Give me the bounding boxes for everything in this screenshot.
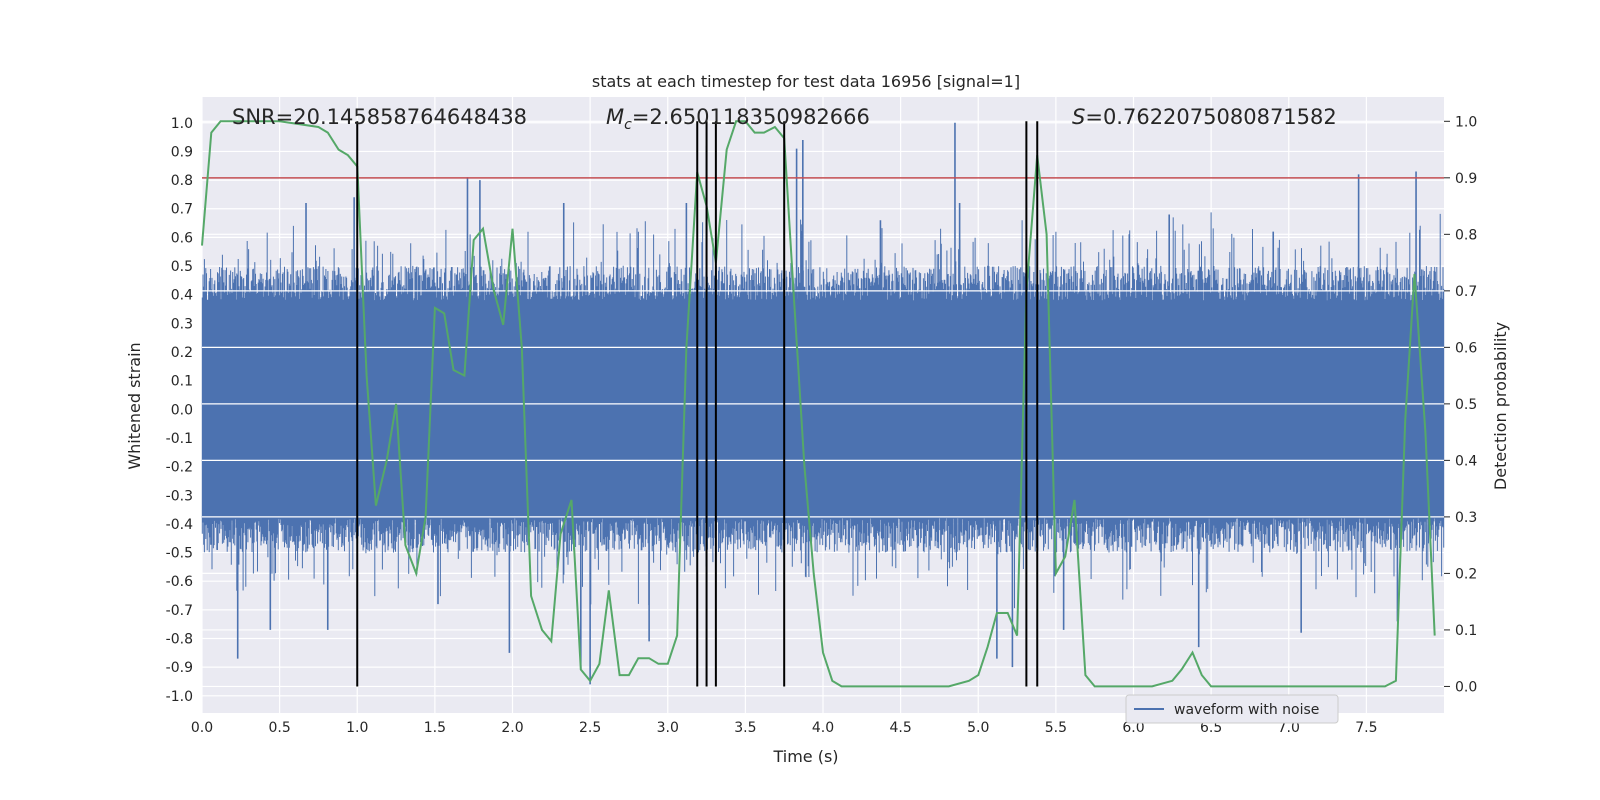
left-y-tick-label: -1.0 xyxy=(166,689,193,705)
left-y-tick-label: 0.6 xyxy=(171,230,193,246)
probability-series xyxy=(201,120,1436,688)
x-tick-label: 2.5 xyxy=(579,720,601,736)
mc-value: =2.650118350982666 xyxy=(632,105,870,129)
x-tick-label: 3.0 xyxy=(657,720,679,736)
x-tick-label: 7.5 xyxy=(1355,720,1377,736)
legend: waveform with noise xyxy=(1125,694,1339,724)
x-tick-label: 2.0 xyxy=(501,720,523,736)
event-lines xyxy=(356,121,1039,687)
right-y-tick-label: 0.5 xyxy=(1455,397,1477,413)
right-y-tick-label: 0.6 xyxy=(1455,340,1477,356)
snr-annotation: SNR=20.145858764648438 xyxy=(232,105,527,129)
left-y-tick-label: 0.5 xyxy=(171,259,193,275)
x-tick-label: 4.0 xyxy=(812,720,834,736)
left-y-tick-label: -0.1 xyxy=(166,431,193,447)
x-tick-label: 0.5 xyxy=(268,720,290,736)
left-y-tick-label: 0.3 xyxy=(171,316,193,332)
left-y-tick-label: -0.7 xyxy=(166,603,193,619)
mc-subscript: c xyxy=(624,117,632,133)
left-y-tick-label: -0.8 xyxy=(166,632,193,648)
left-y-axis-ticks: 1.0 0.9 0.8 0.7 0.6 0.5 0.4 0.3 0.2 0.1 0.0 -0.1 -0.… xyxy=(166,116,193,705)
x-tick-label: 5.5 xyxy=(1045,720,1067,736)
x-tick-label: 1.0 xyxy=(346,720,368,736)
x-axis-label: Time (s) xyxy=(772,747,838,766)
x-tick-label: 0.0 xyxy=(191,720,213,736)
right-y-axis-ticks: 1.0 0.9 0.8 0.7 0.6 0.5 0.4 0.3 0.2 0.1 0.0 xyxy=(1444,114,1477,695)
right-y-tick-label: 0.0 xyxy=(1455,679,1477,695)
left-y-tick-label: -0.6 xyxy=(166,574,193,590)
left-y-tick-label: 0.7 xyxy=(171,202,193,218)
left-y-tick-label: 0.8 xyxy=(171,173,193,189)
left-y-tick-label: 0.4 xyxy=(171,288,193,304)
x-tick-label: 1.5 xyxy=(424,720,446,736)
left-y-tick-label: 0.9 xyxy=(171,144,193,160)
left-y-tick-label: -0.4 xyxy=(166,517,193,533)
x-tick-label: 6.0 xyxy=(1122,720,1144,736)
left-y-tick-label: 0.2 xyxy=(171,345,193,361)
right-y-tick-label: 0.7 xyxy=(1455,284,1477,300)
left-y-tick-label: -0.2 xyxy=(166,460,193,476)
s-symbol: S xyxy=(1072,105,1085,129)
x-tick-label: 5.0 xyxy=(967,720,989,736)
left-y-tick-label: 0.0 xyxy=(171,402,193,418)
left-y-tick-label: 1.0 xyxy=(171,116,193,132)
legend-waveform-label: waveform with noise xyxy=(1174,702,1319,718)
s-value: =0.7622075080871582 xyxy=(1085,105,1336,129)
right-y-tick-label: 0.9 xyxy=(1455,171,1477,187)
left-y-tick-label: -0.5 xyxy=(166,546,193,562)
right-y-tick-label: 0.4 xyxy=(1455,453,1477,469)
left-y-axis-label: Whitened strain xyxy=(125,342,144,469)
right-y-tick-label: 0.8 xyxy=(1455,227,1477,243)
left-y-tick-label: -0.3 xyxy=(166,488,193,504)
left-y-tick-label: -0.9 xyxy=(166,660,193,676)
chart-title: stats at each timestep for test data 169… xyxy=(592,72,1020,91)
mc-symbol: M xyxy=(606,105,624,129)
chirp-mass-annotation: Mc=2.650118350982666 xyxy=(606,105,870,133)
right-y-tick-label: 0.2 xyxy=(1455,566,1477,582)
x-tick-label: 3.5 xyxy=(734,720,756,736)
right-y-tick-label: 1.0 xyxy=(1455,114,1477,130)
right-y-tick-label: 0.1 xyxy=(1455,623,1477,639)
right-y-axis-label: Detection probability xyxy=(1491,322,1510,490)
probability-line xyxy=(201,120,1436,688)
x-tick-label: 6.5 xyxy=(1200,720,1222,736)
x-tick-label: 4.5 xyxy=(889,720,911,736)
x-axis-ticks: 0.0 0.5 1.0 1.5 2.0 2.5 3.0 3.5 4.0 4.5 5.0 5.5 6.0 6… xyxy=(191,720,1378,736)
legend-box xyxy=(1125,694,1339,724)
waveform-series xyxy=(201,122,1445,685)
x-tick-label: 7.0 xyxy=(1278,720,1300,736)
right-y-tick-label: 0.3 xyxy=(1455,510,1477,526)
spin-annotation: S=0.7622075080871582 xyxy=(1072,105,1337,129)
left-y-tick-label: 0.1 xyxy=(171,374,193,390)
